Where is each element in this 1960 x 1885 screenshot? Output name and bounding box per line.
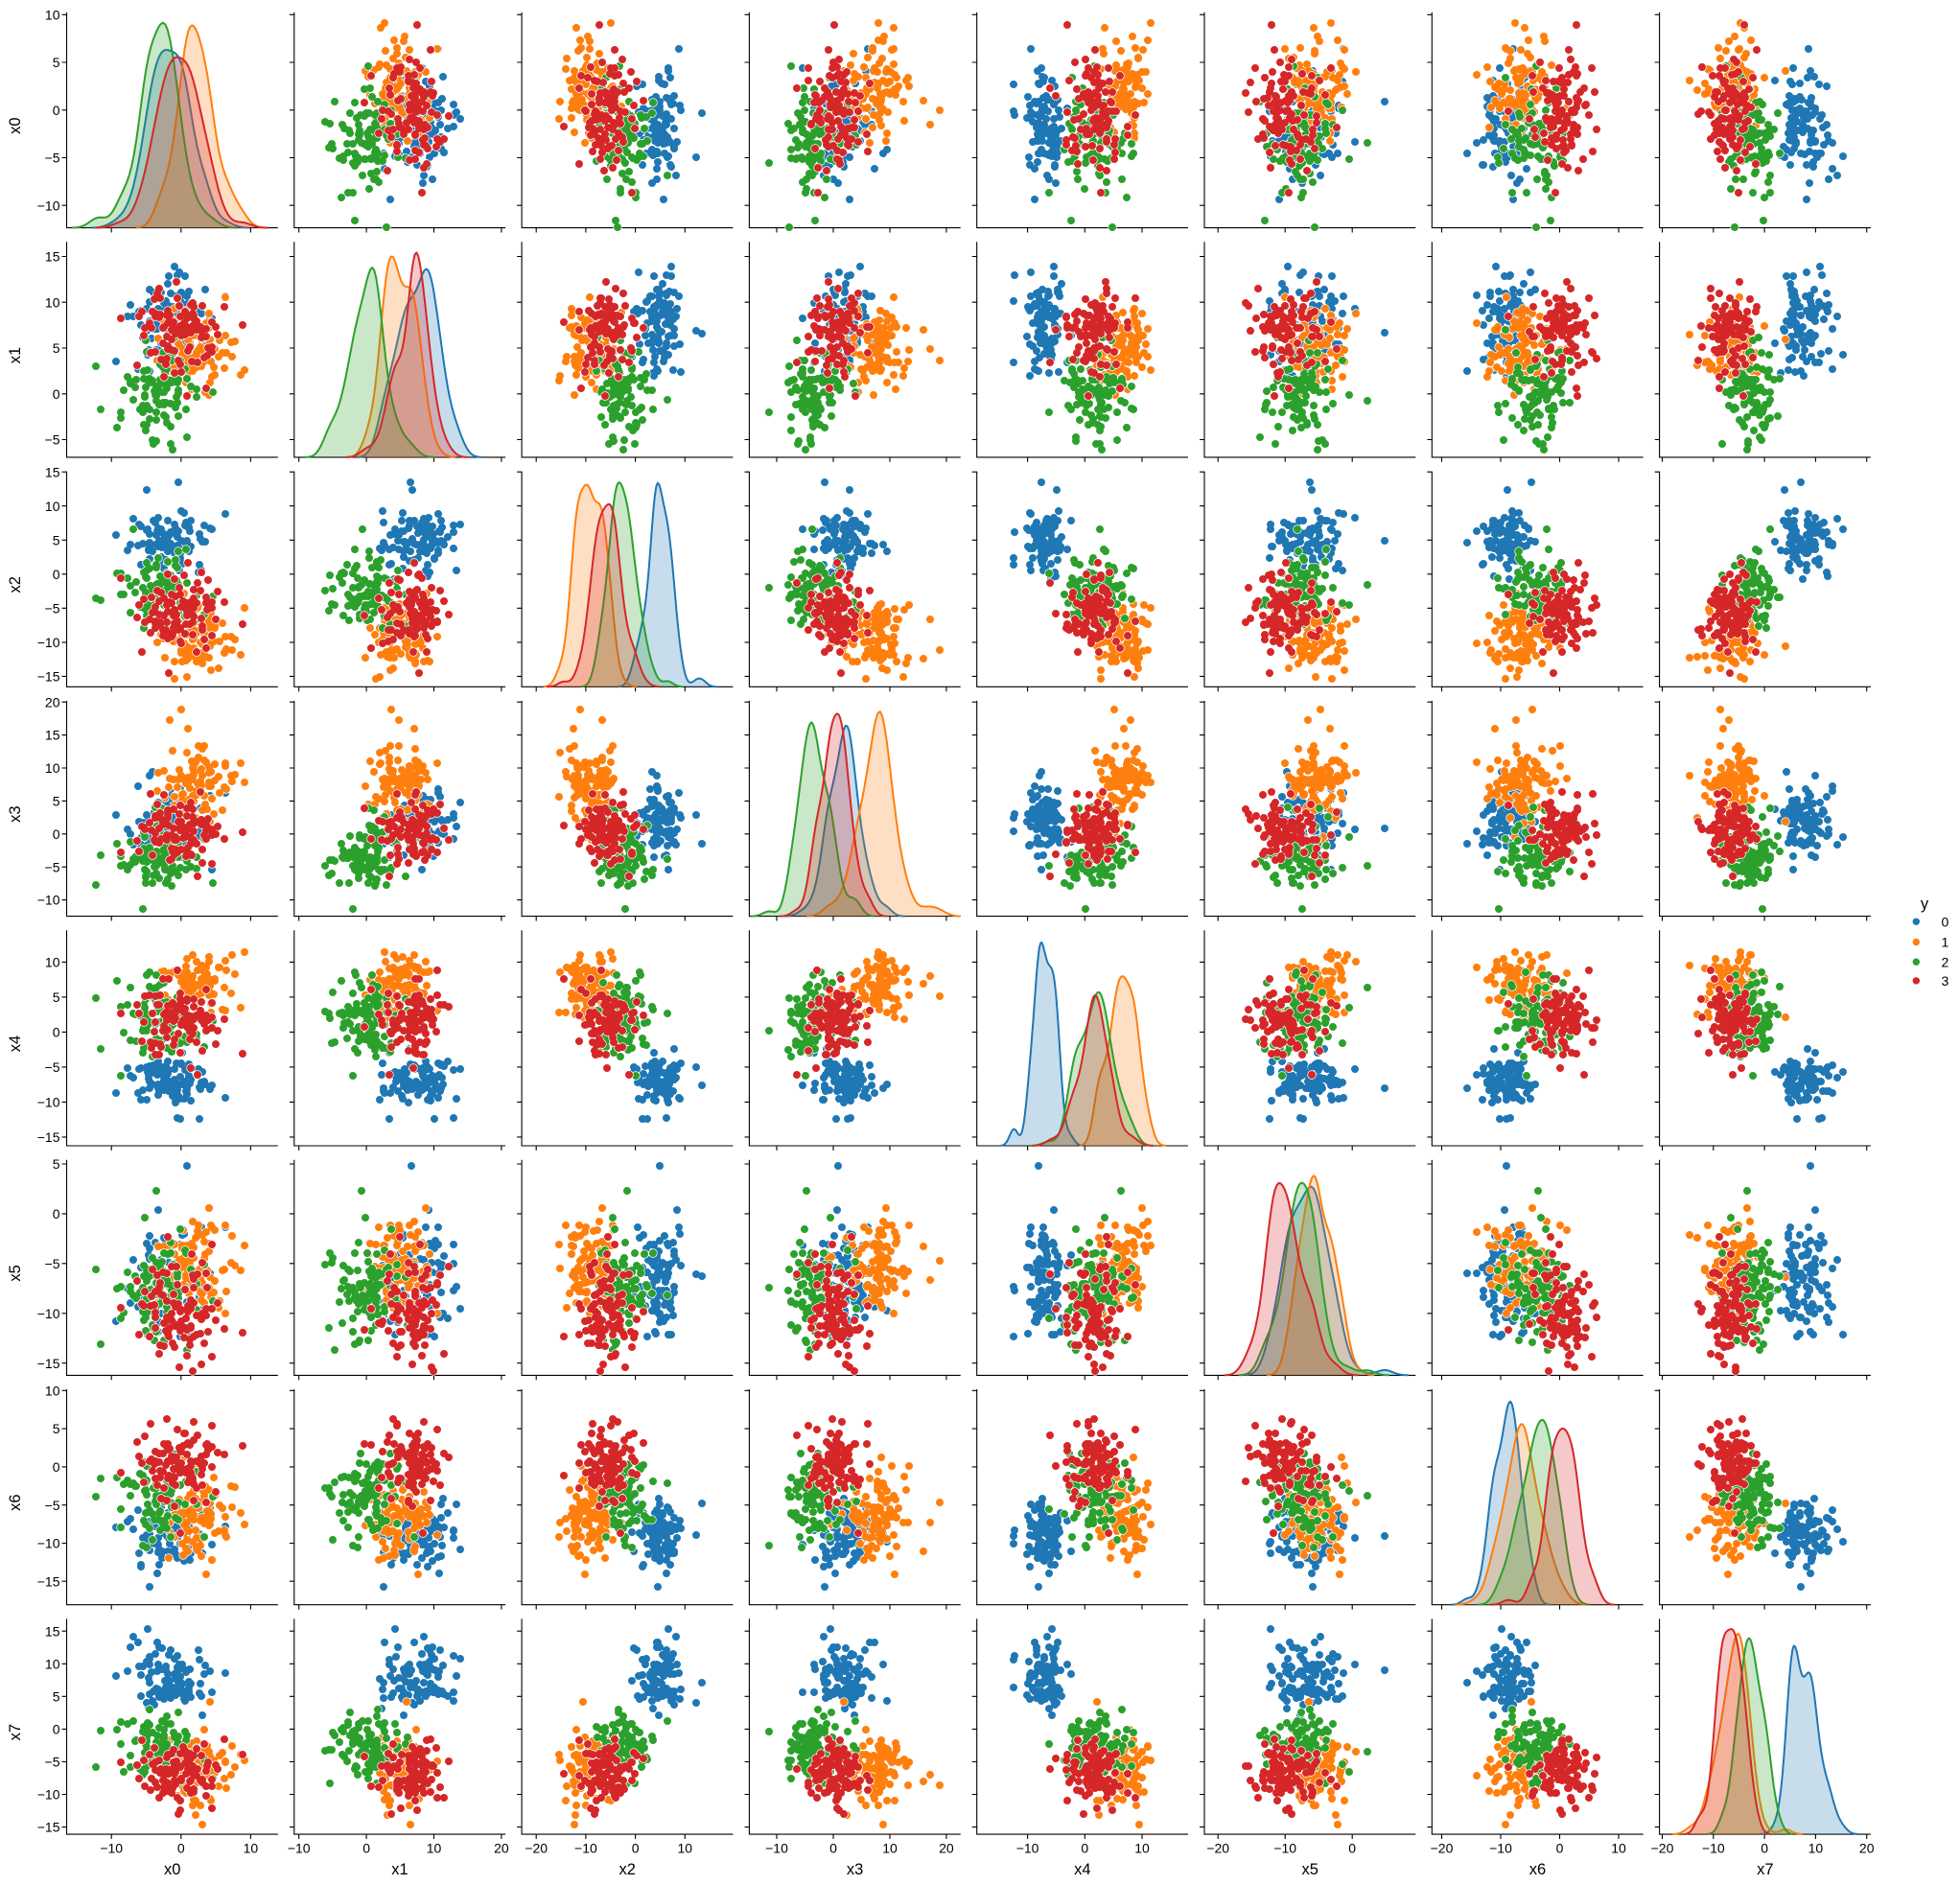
svg-text:10: 10	[244, 1841, 259, 1856]
svg-text:x2: x2	[618, 1861, 635, 1878]
svg-text:0: 0	[632, 1841, 640, 1856]
svg-text:0: 0	[53, 1206, 60, 1222]
svg-text:10: 10	[45, 7, 60, 22]
svg-text:20: 20	[494, 1841, 509, 1856]
svg-text:10: 10	[45, 1383, 60, 1398]
svg-text:20: 20	[45, 694, 60, 710]
svg-text:5: 5	[53, 55, 60, 70]
svg-text:3: 3	[1942, 973, 1949, 989]
svg-text:20: 20	[939, 1841, 954, 1856]
svg-text:−20: −20	[1431, 1841, 1454, 1856]
svg-text:x0: x0	[164, 1861, 180, 1878]
svg-text:15: 15	[45, 728, 60, 743]
svg-text:−10: −10	[1702, 1841, 1725, 1856]
svg-text:−10: −10	[1016, 1841, 1039, 1856]
svg-text:x5: x5	[1301, 1861, 1318, 1878]
svg-text:5: 5	[53, 989, 60, 1005]
svg-text:0: 0	[53, 567, 60, 582]
svg-text:10: 10	[45, 760, 60, 776]
svg-text:2: 2	[1942, 954, 1949, 969]
svg-text:−10: −10	[37, 1095, 60, 1110]
svg-text:x3: x3	[847, 1861, 863, 1878]
svg-text:5: 5	[53, 1156, 60, 1172]
svg-text:0: 0	[177, 1841, 185, 1856]
svg-text:x6: x6	[1529, 1861, 1546, 1878]
svg-text:−15: −15	[37, 1356, 60, 1371]
svg-text:−10: −10	[100, 1841, 123, 1856]
svg-text:15: 15	[45, 249, 60, 265]
svg-text:10: 10	[45, 294, 60, 310]
svg-text:−15: −15	[37, 669, 60, 685]
svg-text:−10: −10	[37, 1306, 60, 1321]
svg-text:−5: −5	[45, 859, 60, 874]
svg-text:10: 10	[882, 1841, 898, 1856]
svg-text:x7: x7	[7, 1724, 24, 1740]
svg-text:x4: x4	[7, 1036, 24, 1052]
svg-text:0: 0	[362, 1841, 370, 1856]
svg-text:−15: −15	[37, 1129, 60, 1145]
svg-text:x1: x1	[391, 1861, 408, 1878]
svg-text:x3: x3	[7, 805, 24, 822]
svg-text:−15: −15	[37, 1573, 60, 1589]
svg-text:0: 0	[1556, 1841, 1564, 1856]
svg-text:−10: −10	[37, 1536, 60, 1551]
svg-text:−5: −5	[45, 1256, 60, 1271]
svg-text:y: y	[1921, 896, 1929, 913]
svg-text:5: 5	[53, 340, 60, 356]
svg-text:5: 5	[53, 532, 60, 547]
svg-text:10: 10	[427, 1841, 442, 1856]
svg-text:−5: −5	[45, 600, 60, 616]
svg-text:−20: −20	[1206, 1841, 1229, 1856]
svg-text:x7: x7	[1757, 1861, 1773, 1878]
svg-text:5: 5	[53, 1421, 60, 1436]
svg-text:−20: −20	[525, 1841, 548, 1856]
svg-text:−10: −10	[37, 1787, 60, 1803]
svg-text:−10: −10	[765, 1841, 788, 1856]
svg-text:x2: x2	[7, 576, 24, 593]
svg-text:15: 15	[45, 464, 60, 479]
svg-text:15: 15	[45, 1623, 60, 1639]
svg-text:10: 10	[45, 955, 60, 970]
svg-text:−20: −20	[1651, 1841, 1674, 1856]
svg-text:10: 10	[1611, 1841, 1626, 1856]
svg-text:10: 10	[1808, 1841, 1824, 1856]
svg-text:0: 0	[53, 1025, 60, 1040]
svg-text:0: 0	[53, 386, 60, 402]
svg-text:x6: x6	[7, 1494, 24, 1510]
svg-text:−5: −5	[45, 1498, 60, 1513]
svg-text:5: 5	[53, 1688, 60, 1704]
svg-text:−5: −5	[45, 1059, 60, 1075]
svg-text:−10: −10	[37, 635, 60, 650]
svg-text:0: 0	[1761, 1841, 1768, 1856]
svg-text:−15: −15	[37, 1820, 60, 1835]
svg-text:0: 0	[1942, 914, 1949, 929]
svg-text:20: 20	[1859, 1841, 1875, 1856]
svg-text:10: 10	[678, 1841, 693, 1856]
svg-text:0: 0	[53, 1459, 60, 1475]
svg-text:x5: x5	[7, 1265, 24, 1281]
svg-text:−10: −10	[1489, 1841, 1512, 1856]
svg-text:−10: −10	[1273, 1841, 1296, 1856]
svg-text:0: 0	[1081, 1841, 1088, 1856]
svg-text:0: 0	[1348, 1841, 1356, 1856]
svg-text:x4: x4	[1074, 1861, 1090, 1878]
svg-text:−10: −10	[37, 893, 60, 908]
svg-text:−10: −10	[574, 1841, 597, 1856]
svg-text:−10: −10	[37, 198, 60, 213]
svg-text:0: 0	[53, 826, 60, 842]
svg-text:x0: x0	[7, 117, 24, 133]
svg-text:−5: −5	[45, 151, 60, 166]
svg-text:10: 10	[45, 1656, 60, 1671]
svg-text:−5: −5	[45, 432, 60, 448]
svg-text:5: 5	[53, 794, 60, 809]
svg-text:0: 0	[829, 1841, 837, 1856]
svg-text:−10: −10	[288, 1841, 311, 1856]
svg-text:1: 1	[1942, 935, 1949, 950]
svg-text:0: 0	[53, 103, 60, 118]
svg-text:10: 10	[45, 499, 60, 514]
svg-text:−5: −5	[45, 1755, 60, 1770]
svg-text:10: 10	[1134, 1841, 1150, 1856]
svg-text:0: 0	[53, 1722, 60, 1737]
svg-text:x1: x1	[7, 347, 24, 363]
